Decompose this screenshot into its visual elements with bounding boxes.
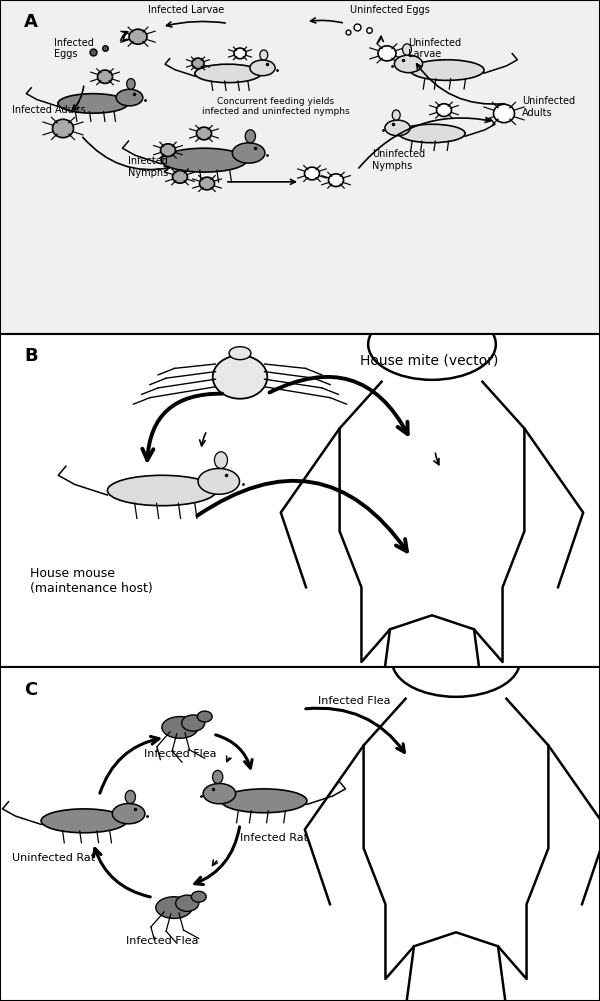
FancyArrowPatch shape xyxy=(416,64,504,104)
Ellipse shape xyxy=(197,711,212,722)
Ellipse shape xyxy=(229,346,251,359)
Ellipse shape xyxy=(394,55,422,73)
Text: House mouse
(maintenance host): House mouse (maintenance host) xyxy=(30,567,153,595)
Text: C: C xyxy=(24,681,37,699)
FancyArrowPatch shape xyxy=(215,735,252,768)
FancyArrowPatch shape xyxy=(359,117,490,168)
Text: Uninfected Rat: Uninfected Rat xyxy=(12,853,95,863)
FancyArrowPatch shape xyxy=(227,756,231,762)
Ellipse shape xyxy=(385,120,410,136)
FancyArrowPatch shape xyxy=(195,827,239,885)
FancyArrowPatch shape xyxy=(83,137,169,171)
Text: Uninfected
Nymphs: Uninfected Nymphs xyxy=(372,149,425,171)
FancyArrowPatch shape xyxy=(94,849,150,897)
FancyArrowPatch shape xyxy=(269,376,407,434)
Ellipse shape xyxy=(378,46,396,61)
Ellipse shape xyxy=(192,58,204,69)
Ellipse shape xyxy=(410,60,484,80)
Ellipse shape xyxy=(199,177,215,190)
Text: Infected
Nymphs: Infected Nymphs xyxy=(128,156,168,177)
Ellipse shape xyxy=(493,104,515,123)
Ellipse shape xyxy=(112,804,145,824)
Ellipse shape xyxy=(399,124,465,143)
Text: Infected Flea: Infected Flea xyxy=(126,936,198,946)
Ellipse shape xyxy=(58,94,128,113)
Ellipse shape xyxy=(125,791,136,804)
Ellipse shape xyxy=(176,895,199,911)
Ellipse shape xyxy=(116,89,143,106)
Ellipse shape xyxy=(221,789,307,813)
Ellipse shape xyxy=(195,64,261,83)
Ellipse shape xyxy=(107,475,217,506)
Text: Infected Larvae: Infected Larvae xyxy=(148,5,224,15)
FancyArrowPatch shape xyxy=(228,179,295,184)
Ellipse shape xyxy=(53,119,74,138)
Text: Infected
Eggs: Infected Eggs xyxy=(54,38,94,59)
Ellipse shape xyxy=(41,809,127,833)
Text: Infected Adults: Infected Adults xyxy=(12,105,86,115)
Ellipse shape xyxy=(250,60,275,76)
Ellipse shape xyxy=(161,144,176,156)
Text: Infected Flea: Infected Flea xyxy=(318,696,391,706)
Ellipse shape xyxy=(232,143,265,163)
Ellipse shape xyxy=(437,104,452,116)
FancyArrowPatch shape xyxy=(434,453,439,464)
FancyArrowPatch shape xyxy=(142,393,222,460)
Ellipse shape xyxy=(234,48,246,59)
Ellipse shape xyxy=(162,717,198,739)
Ellipse shape xyxy=(127,78,135,89)
Ellipse shape xyxy=(245,130,256,143)
Ellipse shape xyxy=(203,784,236,804)
Ellipse shape xyxy=(197,127,212,140)
Ellipse shape xyxy=(212,771,223,784)
FancyArrowPatch shape xyxy=(73,86,83,110)
Text: Uninfected
Larvae: Uninfected Larvae xyxy=(408,38,461,59)
FancyArrowPatch shape xyxy=(121,32,128,41)
Text: Concurrent feeding yields
infected and uninfected nymphs: Concurrent feeding yields infected and u… xyxy=(202,97,350,116)
FancyArrowPatch shape xyxy=(197,480,407,552)
Ellipse shape xyxy=(329,174,344,186)
Ellipse shape xyxy=(403,44,412,55)
Ellipse shape xyxy=(198,468,239,494)
FancyArrowPatch shape xyxy=(100,737,159,793)
Ellipse shape xyxy=(214,451,227,468)
Ellipse shape xyxy=(97,70,113,83)
FancyArrowPatch shape xyxy=(200,432,206,445)
Text: Infected Rat: Infected Rat xyxy=(240,833,308,843)
Text: A: A xyxy=(24,13,38,31)
Ellipse shape xyxy=(191,891,206,902)
Ellipse shape xyxy=(305,167,320,180)
Ellipse shape xyxy=(260,50,268,60)
Ellipse shape xyxy=(161,148,247,172)
FancyArrowPatch shape xyxy=(167,21,225,27)
FancyArrowPatch shape xyxy=(123,36,128,41)
Ellipse shape xyxy=(182,715,205,731)
Text: House mite (vector): House mite (vector) xyxy=(360,353,499,367)
Text: Uninfected
Adults: Uninfected Adults xyxy=(522,96,575,117)
FancyArrowPatch shape xyxy=(311,18,342,23)
FancyArrowPatch shape xyxy=(212,860,217,866)
Ellipse shape xyxy=(212,355,268,398)
FancyArrowPatch shape xyxy=(377,36,383,43)
FancyArrowPatch shape xyxy=(306,708,404,753)
Ellipse shape xyxy=(156,897,192,919)
Text: Uninfected Eggs: Uninfected Eggs xyxy=(350,5,430,15)
Text: Infected Flea: Infected Flea xyxy=(144,749,217,759)
Ellipse shape xyxy=(173,170,187,183)
Ellipse shape xyxy=(129,29,147,44)
Text: B: B xyxy=(24,347,38,365)
Ellipse shape xyxy=(392,110,400,120)
